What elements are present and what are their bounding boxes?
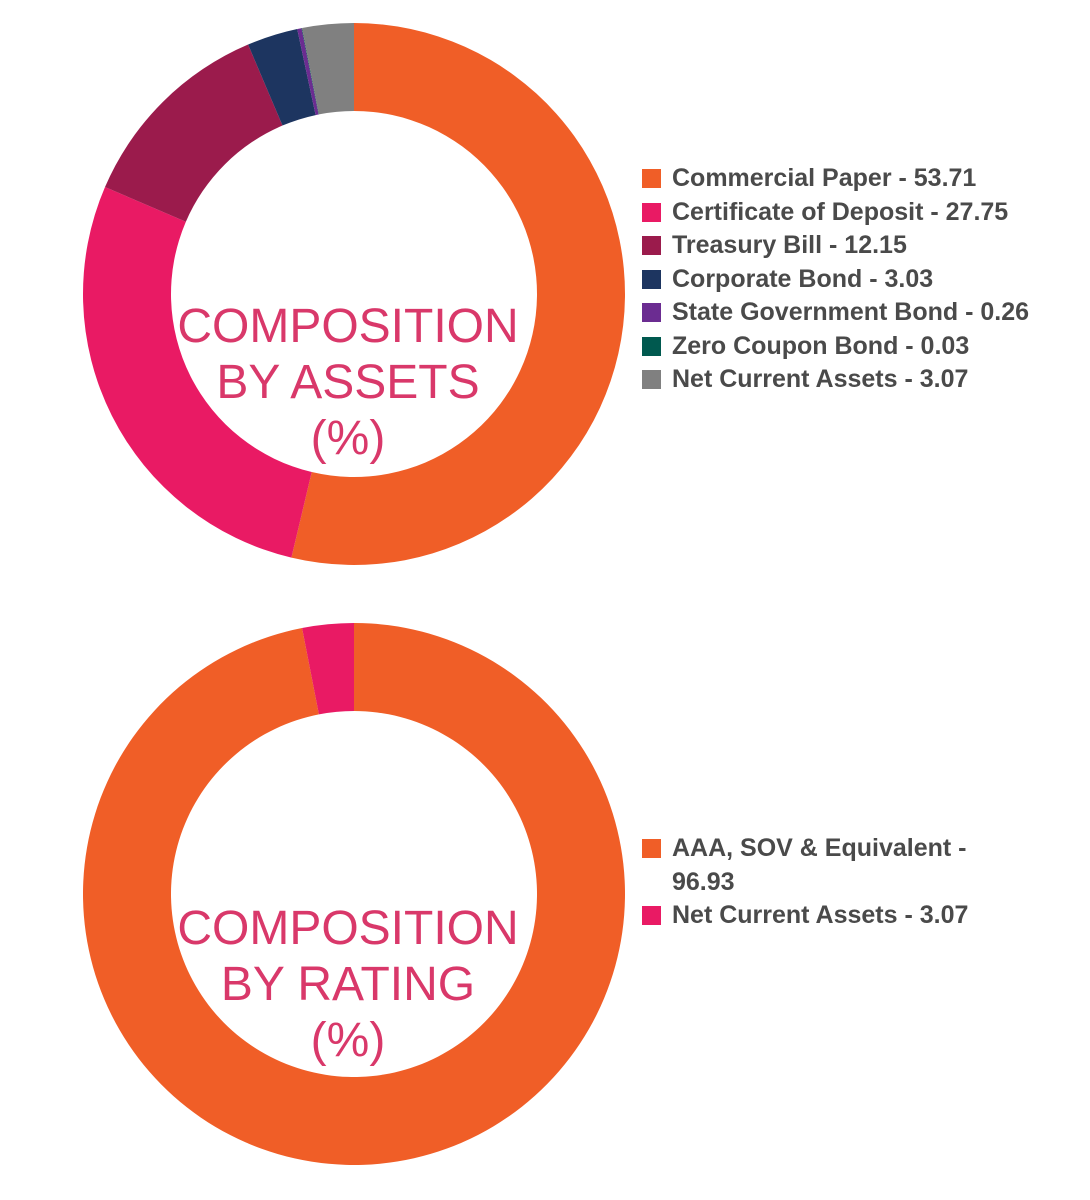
legend-swatch [642, 202, 661, 222]
rating-title-line-3: (%) [311, 1014, 386, 1067]
slice-corporate-bond [248, 29, 316, 126]
rating-legend: AAA, SOV & Equivalent - 96.93 Net Curren… [642, 832, 1072, 933]
slice-commercial-paper [291, 23, 625, 565]
composition-by-rating-chart: COMPOSITION BY RATING (%) AAA, SOV & Equ… [0, 600, 1090, 1195]
slice-zero-coupon-bond [301, 28, 319, 115]
legend-label: Zero Coupon Bond - 0.03 [672, 331, 970, 360]
assets-slices [82, 23, 625, 565]
legend-label: Treasury Bill - 12.15 [672, 231, 907, 259]
legend-label: State Government Bond - 0.26 [672, 298, 1030, 326]
legend-swatch [642, 370, 661, 389]
legend-label: Net Current Assets - 3.07 [672, 901, 969, 929]
assets-title-line-2: BY ASSETS [216, 356, 479, 409]
assets-title-line-3: (%) [311, 412, 386, 465]
rating-title-line-1: COMPOSITION [177, 902, 518, 955]
legend-item-state-government-bond: State Government Bond - 0.26 [642, 296, 1072, 330]
legend-item-zero-coupon-bond: Zero Coupon Bond - 0.03 [642, 330, 1072, 364]
slice-net-current-assets [302, 23, 354, 115]
slice-state-government-bond [297, 28, 319, 116]
legend-item-net-current-assets: Net Current Assets - 3.07 [642, 363, 1072, 397]
legend-swatch [642, 303, 661, 322]
composition-by-assets-chart: COMPOSITION BY ASSETS (%) Commercial Pap… [82, 23, 1072, 565]
rating-title-line-2: BY RATING [221, 958, 475, 1011]
legend-item-corporate-bond: Corporate Bond - 3.03 [642, 263, 1072, 297]
legend-item-treasury-bill: Treasury Bill - 12.15 [642, 229, 1072, 263]
legend-label: Commercial Paper - 53.71 [672, 164, 977, 192]
legend-swatch [642, 169, 661, 188]
legend-label: Corporate Bond - 3.03 [672, 264, 934, 293]
legend-item-commercial-paper: Commercial Paper - 53.71 [642, 162, 1072, 196]
legend-item-certificate-of-deposit: Certificate of Deposit - 27.75 [642, 196, 1072, 230]
legend-label: Certificate of Deposit - 27.75 [672, 197, 1009, 226]
legend-swatch [642, 906, 661, 925]
legend-swatch [642, 336, 661, 356]
legend-swatch [642, 839, 661, 858]
slice-certificate-of-deposit [82, 186, 312, 558]
legend-item-aaa-sov-equivalent: AAA, SOV & Equivalent - 96.93 [642, 832, 1002, 899]
slice-net-current-assets [302, 623, 354, 715]
legend-swatch [642, 236, 661, 255]
legend-label: Net Current Assets - 3.07 [672, 365, 969, 393]
legend-swatch [642, 269, 661, 289]
slice-aaa-sov-equivalent [82, 623, 625, 1165]
assets-title-line-1: COMPOSITION [177, 300, 518, 353]
assets-legend: Commercial Paper - 53.71 Certificate of … [642, 162, 1072, 397]
legend-label: AAA, SOV & Equivalent - 96.93 [672, 834, 967, 896]
assets-donut: COMPOSITION BY ASSETS (%) [82, 23, 625, 565]
rating-slices [82, 623, 625, 1165]
legend-item-net-current-assets: Net Current Assets - 3.07 [642, 899, 1072, 933]
slice-treasury-bill [105, 44, 283, 222]
rating-donut: COMPOSITION BY RATING (%) [82, 623, 625, 1165]
